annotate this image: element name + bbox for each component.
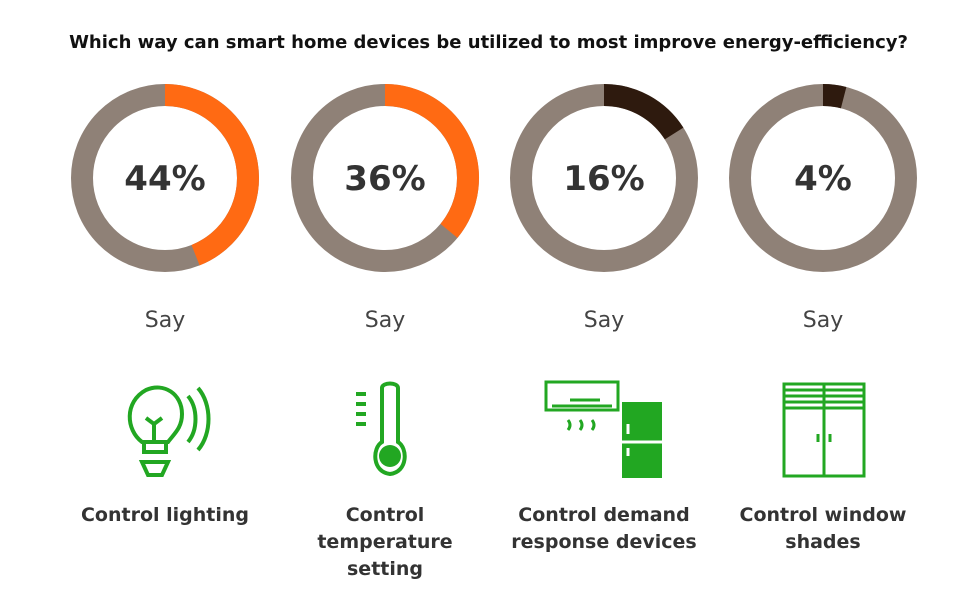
lighting-icon <box>127 385 211 477</box>
category-label: Control demand response devices <box>511 504 697 553</box>
value-label: 4% <box>794 159 852 199</box>
caption: Say <box>583 308 625 333</box>
chart-column: 16% Say Control demand response devices <box>494 80 714 610</box>
appliance-icon <box>544 380 662 478</box>
chart-column: 44% Say Control lighting <box>55 80 275 610</box>
value-label: 16% <box>563 159 644 199</box>
value-label: 44% <box>124 159 205 199</box>
caption: Say <box>364 308 406 333</box>
donut-chart: 4% <box>729 84 917 272</box>
category-label: Control window shades <box>739 504 907 553</box>
thermometer-icon <box>356 381 407 477</box>
donut-chart: 36% <box>291 84 479 272</box>
donut-segment <box>603 84 684 140</box>
caption: Say <box>802 308 844 333</box>
chart-column: 36% Say Control temperature setting <box>275 80 495 610</box>
title: Which way can smart home devices be util… <box>69 32 908 53</box>
chart-column: 4% Say Control window shades <box>713 80 933 610</box>
caption: Say <box>144 308 186 333</box>
window-shades-icon <box>782 382 866 478</box>
category-label: Control temperature setting <box>317 504 453 580</box>
category-label: Control lighting <box>80 504 250 526</box>
value-label: 36% <box>344 159 425 199</box>
donut-segment <box>164 84 259 266</box>
donut-chart: 44% <box>71 84 259 272</box>
donut-chart: 16% <box>510 84 698 272</box>
donut-segment <box>384 84 479 238</box>
donut-segment <box>822 84 847 109</box>
